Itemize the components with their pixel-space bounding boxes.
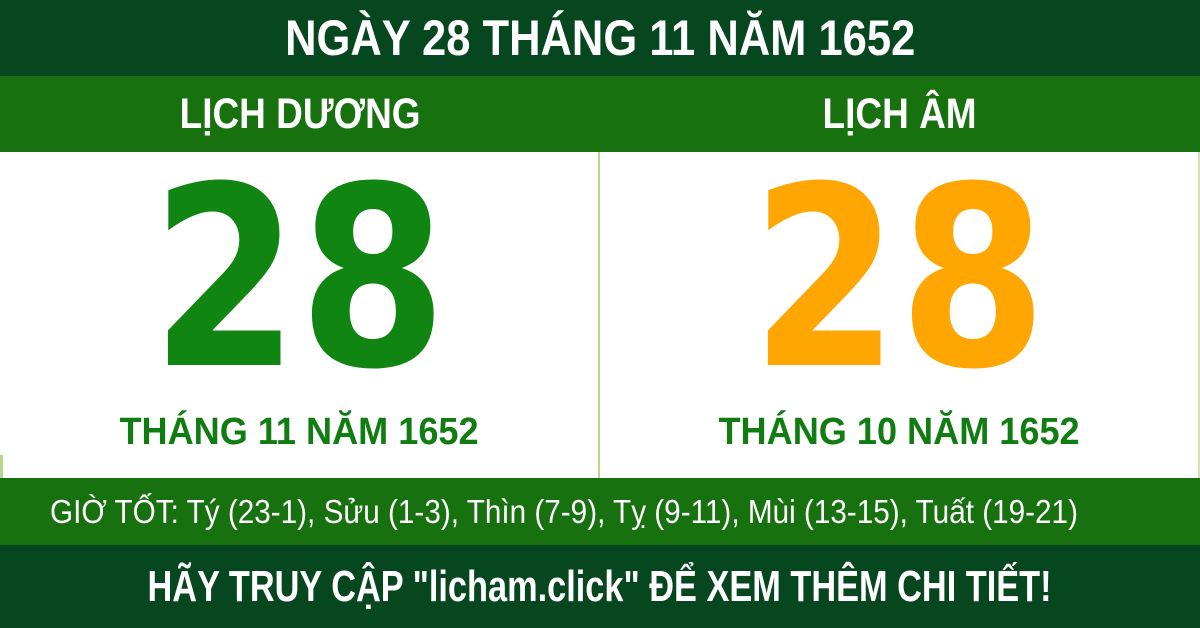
lunar-calendar-label: LỊCH ÂM	[822, 89, 978, 138]
lunar-calendar-header: LỊCH ÂM	[600, 76, 1200, 152]
calendar-type-band: LỊCH DƯƠNG LỊCH ÂM	[0, 76, 1200, 152]
solar-calendar-cell: 28 THÁNG 11 NĂM 1652	[0, 152, 598, 478]
footer-call-to-action: HÃY TRUY CẬP "licham.click" ĐỂ XEM THÊM …	[147, 561, 1053, 611]
lunar-day-number: 28	[751, 133, 1047, 424]
good-hours-text: GIỜ TỐT: Tý (23-1), Sửu (1-3), Thìn (7-9…	[50, 492, 1078, 530]
good-hours-band: GIỜ TỐT: Tý (23-1), Sửu (1-3), Thìn (7-9…	[0, 478, 1200, 545]
panel-left-border	[0, 455, 3, 478]
solar-day-number: 28	[151, 133, 447, 424]
solar-calendar-header: LỊCH DƯƠNG	[0, 76, 600, 152]
lunar-calendar-cell: 28 THÁNG 10 NĂM 1652	[600, 152, 1198, 478]
date-header-band: NGÀY 28 THÁNG 11 NĂM 1652	[0, 0, 1200, 76]
footer-band: HÃY TRUY CẬP "licham.click" ĐỂ XEM THÊM …	[0, 545, 1200, 628]
solar-calendar-label: LỊCH DƯƠNG	[179, 89, 421, 138]
calendar-divider	[598, 152, 600, 478]
calendar-body: 28 THÁNG 11 NĂM 1652 28 THÁNG 10 NĂM 165…	[0, 152, 1200, 478]
solar-month-year: THÁNG 11 NĂM 1652	[119, 411, 479, 453]
lunar-month-year: THÁNG 10 NĂM 1652	[718, 411, 1080, 453]
full-date-title: NGÀY 28 THÁNG 11 NĂM 1652	[284, 10, 916, 66]
